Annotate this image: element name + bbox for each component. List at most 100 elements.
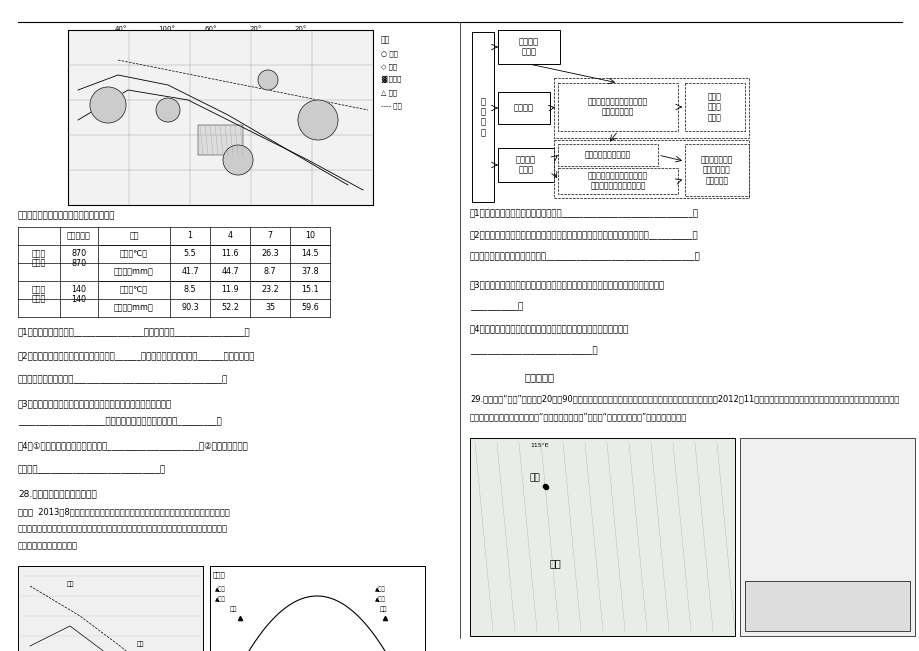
Bar — [198, 125, 243, 155]
Bar — [558, 168, 677, 194]
Text: 汽
车
产
业: 汽 车 产 业 — [480, 97, 485, 137]
Bar — [553, 78, 748, 138]
Text: 里斯本: 里斯本 — [32, 286, 46, 294]
Text: 870: 870 — [72, 249, 86, 258]
Text: 北京: 北京 — [66, 581, 74, 587]
Text: 29.赣州素有“橙乡”的美誉。20世纪90年代末期，随着京九铁路的开通，赣橙的销量有了大幅度的增长。2012年11月，由农业部、江西省政府主办第四届中国赣州国际: 29.赣州素有“橙乡”的美誉。20世纪90年代末期，随着京九铁路的开通，赣橙的销… — [470, 394, 898, 403]
Text: 引了大量的国内外客商。读左图“我国某地区示意图”、右图“南昌气候统计图”，回答下列问题。: 引了大量的国内外客商。读左图“我国某地区示意图”、右图“南昌气候统计图”，回答下… — [470, 412, 686, 421]
Text: 月份: 月份 — [129, 232, 139, 240]
Text: 整车制造（冲、锻、热、焊、
冲压、电镜等）: 整车制造（冲、锻、热、焊、 冲压、电镜等） — [587, 97, 647, 117]
Text: △ 湖泊: △ 湖泊 — [380, 89, 397, 96]
Text: 材料一  2013年8月北京汽车集团华业生产基地正式落户江苏镇江，至此，北汽集团基本完: 材料一 2013年8月北京汽车集团华业生产基地正式落户江苏镇江，至此，北汽集团基… — [18, 507, 230, 516]
Text: ---- 国界: ---- 国界 — [380, 102, 402, 109]
Text: 三、综合题: 三、综合题 — [525, 372, 554, 382]
Text: 7: 7 — [267, 232, 272, 240]
Text: （1）里斯本气候类型是________________，形成原因是________________。: （1）里斯本气候类型是________________，形成原因是_______… — [18, 327, 250, 336]
Text: ____________________________。: ____________________________。 — [470, 346, 597, 355]
Text: 用车、新能源汽车等车型。: 用车、新能源汽车等车型。 — [18, 541, 78, 550]
Text: 镇江: 镇江 — [136, 641, 143, 646]
Text: 海拔（米）: 海拔（米） — [67, 232, 91, 240]
Bar — [685, 144, 748, 196]
Circle shape — [156, 98, 180, 122]
Text: 140: 140 — [72, 294, 86, 303]
Bar — [744, 581, 909, 631]
Text: 文化业（旅游、
博览、体育、
旅游等）。: 文化业（旅游、 博览、体育、 旅游等）。 — [700, 155, 732, 185]
Text: 140: 140 — [72, 286, 86, 294]
Text: 汽车销售
与服务: 汽车销售 与服务 — [516, 156, 536, 174]
Bar — [685, 83, 744, 131]
Circle shape — [257, 70, 278, 90]
Text: 28.阅读材料，回答下列问题。: 28.阅读材料，回答下列问题。 — [18, 489, 96, 498]
Text: （2）与里斯本相比，马德里气温年较差较______（大或小），年降水量较______（多或少），: （2）与里斯本相比，马德里气温年较差较______（大或小），年降水量较____… — [18, 351, 255, 360]
Text: ___________。: ___________。 — [470, 302, 523, 311]
Text: （2）据材料二，从产业链角度看，北汽落户镇江，镇江最可能先发展的产业是__________，: （2）据材料二，从产业链角度看，北汽落户镇江，镇江最可能先发展的产业是_____… — [470, 230, 698, 239]
Bar — [558, 144, 657, 166]
Text: 销售: 销售 — [380, 606, 387, 611]
Text: 研发: 研发 — [230, 606, 237, 611]
Bar — [553, 140, 748, 198]
Bar — [470, 438, 734, 636]
Bar — [558, 83, 677, 131]
Text: 90.3: 90.3 — [181, 303, 199, 312]
Text: 服务（保界、维修、金融、保
险、广告、加油、停车等）: 服务（保界、维修、金融、保 险、广告、加油、停车等） — [587, 171, 647, 191]
Bar — [497, 148, 553, 182]
Text: 气温（℃）: 气温（℃） — [119, 249, 148, 258]
Text: 26.3: 26.3 — [261, 249, 278, 258]
Text: 37.8: 37.8 — [301, 268, 319, 277]
Text: （4）①农业带所属的农业地域类型是_____________________，②农业带形成的主: （4）①农业带所属的农业地域类型是_____________________，②… — [18, 441, 248, 450]
Text: 44.7: 44.7 — [221, 268, 239, 277]
Text: 20°: 20° — [250, 26, 262, 32]
Text: 机床、
机器等
零配件: 机床、 机器等 零配件 — [708, 92, 721, 122]
Text: 4: 4 — [227, 232, 233, 240]
Bar — [497, 30, 560, 64]
Circle shape — [222, 145, 253, 175]
Text: 附加值: 附加值 — [213, 571, 225, 577]
Text: 8.5: 8.5 — [184, 286, 196, 294]
Text: 20°: 20° — [295, 26, 307, 32]
Text: （4）北汽选择华南基地（广州增城）作为未来出口基地的主要原因有: （4）北汽选择华南基地（广州增城）作为未来出口基地的主要原因有 — [470, 324, 629, 333]
Text: ▲销售: ▲销售 — [375, 586, 385, 592]
Text: 59.6: 59.6 — [301, 303, 319, 312]
Text: 115°E: 115°E — [529, 443, 548, 448]
Circle shape — [90, 87, 126, 123]
Text: 降水量（mm）: 降水量（mm） — [114, 303, 153, 312]
Bar — [210, 566, 425, 651]
Text: 降水量（mm）: 降水量（mm） — [114, 268, 153, 277]
Text: 造成这差异的主要原因是__________________________________。: 造成这差异的主要原因是_____________________________… — [18, 375, 228, 384]
Bar — [18, 566, 203, 651]
Text: 材料二：马德里和里斯本气候、海拔资料。: 材料二：马德里和里斯本气候、海拔资料。 — [18, 211, 115, 220]
Text: ○ 城市: ○ 城市 — [380, 50, 397, 57]
Text: 马德里: 马德里 — [32, 258, 46, 268]
Text: 40°: 40° — [115, 26, 127, 32]
Text: ▲品牌: ▲品牌 — [215, 586, 225, 592]
Text: 23.2: 23.2 — [261, 286, 278, 294]
Text: 要条件有____________________________。: 要条件有____________________________。 — [18, 465, 166, 474]
Text: （3）北汽日前正在弥补自主品牌短板。结合材料分析北汽生产自主品牌汽车的必要性: （3）北汽日前正在弥补自主品牌短板。结合材料分析北汽生产自主品牌汽车的必要性 — [470, 280, 664, 289]
Bar — [471, 32, 494, 202]
Text: 赣州: 赣州 — [550, 558, 562, 568]
Text: 60°: 60° — [205, 26, 217, 32]
Text: （3）从弗罗里达半岛向北到拉布拉多半岛，沿途自然带更替体现了: （3）从弗罗里达半岛向北到拉布拉多半岛，沿途自然带更替体现了 — [18, 399, 172, 408]
Circle shape — [298, 100, 337, 140]
Text: 汽车制造: 汽车制造 — [514, 104, 533, 113]
Bar — [497, 92, 550, 124]
Text: ▲技术: ▲技术 — [215, 596, 225, 602]
Text: 5.5: 5.5 — [184, 249, 196, 258]
Text: 10: 10 — [305, 232, 314, 240]
Text: 南昌: 南昌 — [529, 473, 540, 482]
Text: 41.7: 41.7 — [181, 268, 199, 277]
Text: 35: 35 — [265, 303, 275, 312]
Text: 对镇江社会经济带来的积极影响是__________________________________。: 对镇江社会经济带来的积极影响是_________________________… — [470, 252, 700, 261]
Text: 15.1: 15.1 — [301, 286, 319, 294]
Text: 里斯本: 里斯本 — [32, 294, 46, 303]
Text: 11.6: 11.6 — [221, 249, 239, 258]
Text: 52.2: 52.2 — [221, 303, 239, 312]
Text: 修配（整车及零部件）: 修配（整车及零部件） — [584, 150, 630, 159]
Text: 马德里: 马德里 — [32, 249, 46, 258]
Text: 图例: 图例 — [380, 35, 390, 44]
Text: ◇ 棉花: ◇ 棉花 — [380, 63, 397, 70]
Text: 870: 870 — [72, 258, 86, 268]
Text: ▓ 沙漠等: ▓ 沙漠等 — [380, 76, 401, 83]
Text: 100°: 100° — [158, 26, 175, 32]
Text: ▲物流: ▲物流 — [375, 596, 385, 602]
